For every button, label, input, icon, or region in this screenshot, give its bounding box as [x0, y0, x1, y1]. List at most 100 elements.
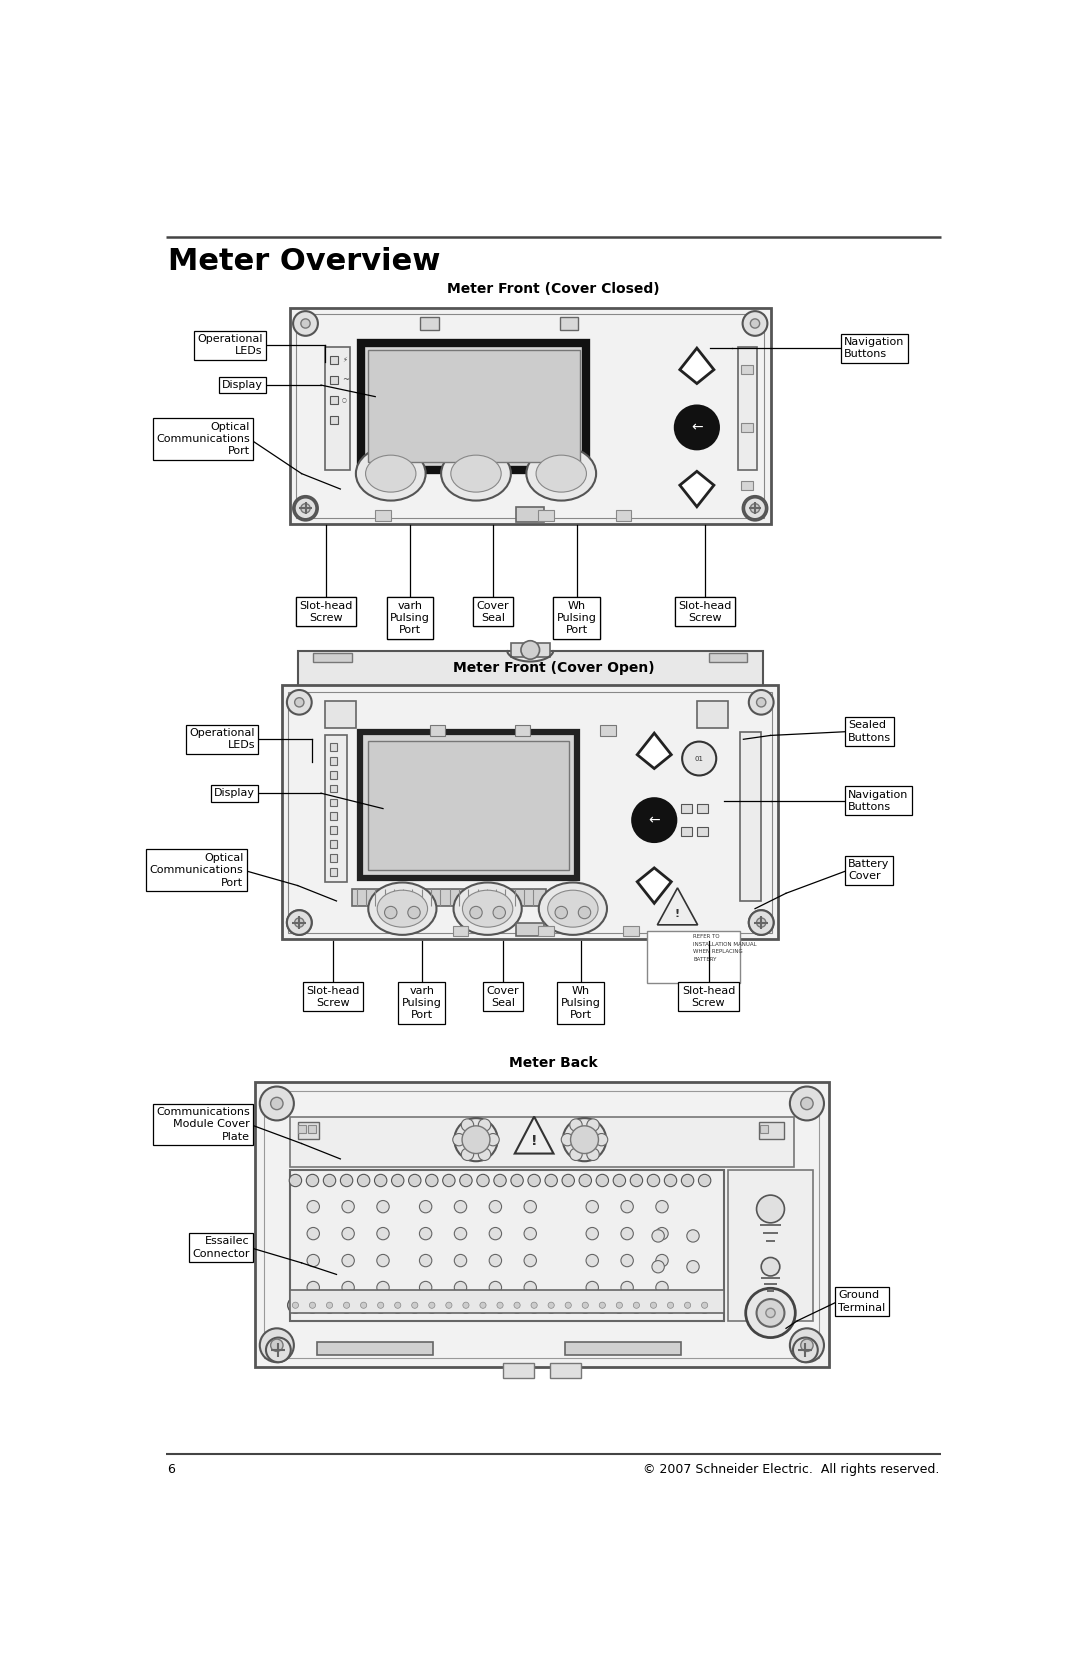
Text: Slot-head
Screw: Slot-head Screw	[306, 986, 360, 1008]
Text: !: !	[675, 910, 680, 920]
Circle shape	[562, 1175, 575, 1187]
Text: Slot-head
Screw: Slot-head Screw	[678, 601, 731, 623]
Text: Optical
Communications
Port: Optical Communications Port	[150, 853, 243, 888]
Ellipse shape	[356, 447, 426, 501]
Bar	[515, 726, 530, 736]
Circle shape	[656, 1227, 669, 1240]
Text: Cover
Seal: Cover Seal	[476, 601, 510, 623]
Text: BATTERY: BATTERY	[693, 958, 716, 963]
Circle shape	[570, 1127, 598, 1153]
Bar	[329, 758, 337, 764]
Bar	[288, 691, 772, 933]
Bar	[291, 1117, 794, 1167]
Text: Cover
Seal: Cover Seal	[487, 986, 519, 1008]
Polygon shape	[515, 1117, 554, 1153]
Ellipse shape	[441, 447, 511, 501]
Circle shape	[621, 1255, 633, 1267]
Circle shape	[342, 1200, 354, 1213]
Circle shape	[419, 1282, 432, 1293]
Bar	[697, 804, 707, 813]
Circle shape	[757, 698, 766, 708]
Circle shape	[586, 1118, 599, 1132]
Bar	[313, 653, 352, 663]
Circle shape	[699, 1175, 711, 1187]
Bar	[325, 347, 350, 469]
Text: Slot-head
Screw: Slot-head Screw	[300, 601, 353, 623]
Circle shape	[429, 1302, 435, 1308]
Text: Navigation
Buttons: Navigation Buttons	[848, 789, 908, 813]
Circle shape	[373, 1297, 389, 1314]
Bar	[741, 422, 754, 432]
Polygon shape	[637, 868, 672, 903]
Circle shape	[681, 1175, 693, 1187]
Circle shape	[570, 1118, 582, 1132]
Bar	[420, 317, 438, 330]
Circle shape	[453, 1133, 465, 1147]
Circle shape	[656, 1282, 669, 1293]
Bar	[616, 509, 631, 521]
Text: WHEN REPLACING: WHEN REPLACING	[693, 950, 743, 955]
Circle shape	[586, 1200, 598, 1213]
Text: Ground
Terminal: Ground Terminal	[838, 1290, 886, 1312]
Circle shape	[384, 906, 397, 918]
Circle shape	[757, 1298, 784, 1327]
Bar	[291, 1170, 724, 1320]
Circle shape	[478, 1148, 490, 1160]
Circle shape	[621, 1282, 633, 1293]
Circle shape	[309, 1302, 315, 1308]
Circle shape	[323, 1175, 336, 1187]
Circle shape	[492, 1297, 508, 1314]
Bar	[367, 350, 580, 462]
Circle shape	[800, 1097, 813, 1110]
Text: Operational
LEDs: Operational LEDs	[190, 728, 255, 751]
Circle shape	[599, 1302, 606, 1308]
Circle shape	[455, 1282, 467, 1293]
Circle shape	[646, 1297, 661, 1314]
Circle shape	[748, 910, 773, 935]
Circle shape	[652, 1292, 664, 1303]
Bar	[511, 643, 550, 658]
Bar	[308, 1125, 315, 1133]
Bar	[255, 1082, 828, 1367]
Circle shape	[793, 1337, 818, 1362]
Ellipse shape	[365, 456, 416, 492]
Text: ←: ←	[691, 421, 703, 434]
Bar	[329, 813, 337, 819]
Circle shape	[586, 1282, 598, 1293]
Circle shape	[475, 1297, 490, 1314]
Bar	[538, 509, 554, 521]
Circle shape	[295, 918, 303, 928]
Circle shape	[489, 1200, 501, 1213]
Circle shape	[446, 1302, 451, 1308]
Circle shape	[356, 1297, 372, 1314]
Circle shape	[656, 1200, 669, 1213]
Bar	[759, 1122, 784, 1138]
Circle shape	[543, 1297, 559, 1314]
Circle shape	[494, 1175, 507, 1187]
Text: varh
Pulsing
Port: varh Pulsing Port	[390, 601, 430, 636]
Circle shape	[565, 1302, 571, 1308]
Circle shape	[478, 1118, 490, 1132]
Bar	[298, 1125, 306, 1133]
Bar	[329, 840, 337, 848]
Bar	[330, 376, 338, 384]
Circle shape	[555, 906, 567, 918]
Circle shape	[521, 641, 540, 659]
Polygon shape	[637, 733, 672, 768]
Circle shape	[611, 1297, 627, 1314]
Circle shape	[751, 504, 759, 512]
Circle shape	[489, 1227, 501, 1240]
Circle shape	[664, 1175, 677, 1187]
Circle shape	[510, 1297, 525, 1314]
Ellipse shape	[548, 890, 598, 928]
Bar	[565, 1342, 681, 1355]
Circle shape	[390, 1297, 405, 1314]
Bar	[318, 1342, 433, 1355]
Circle shape	[322, 1297, 337, 1314]
Circle shape	[563, 1118, 606, 1162]
Bar	[741, 481, 754, 489]
Text: Navigation
Buttons: Navigation Buttons	[845, 337, 905, 359]
Circle shape	[748, 689, 773, 714]
Circle shape	[675, 406, 718, 449]
Circle shape	[377, 1200, 389, 1213]
